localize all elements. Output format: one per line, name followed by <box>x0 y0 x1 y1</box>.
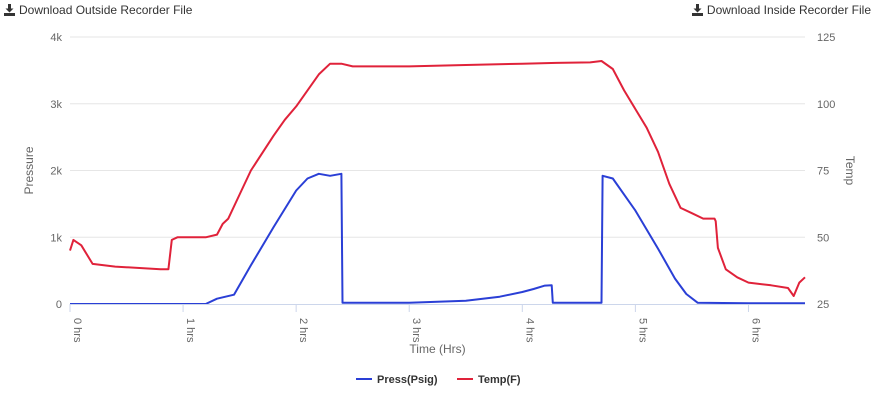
axes: 0 1k 2k 3k 4k 25 50 75 100 125 0 hrs 1 hrs 2 hrs 3 hr… <box>50 32 835 343</box>
x-tick-label: 5 hrs <box>636 318 648 343</box>
x-tick-label: 3 hrs <box>410 318 422 343</box>
x-tick-label: 1 hrs <box>184 318 196 343</box>
series-line-temperature <box>69 60 806 297</box>
download-inside-label[interactable]: Download Inside Recorder File <box>706 3 871 17</box>
x-tick-label: 4 hrs <box>523 318 535 343</box>
x-tick-label: 2 hrs <box>297 318 309 343</box>
y-left-tick-label: 2k <box>50 166 62 178</box>
y-right-tick-label: 25 <box>817 299 829 311</box>
download-icon <box>4 4 15 16</box>
legend-item-label[interactable]: Temp(F) <box>478 374 521 386</box>
x-tick-label: 0 hrs <box>71 318 83 343</box>
y-axis-left-title: Pressure <box>22 146 36 194</box>
legend-item-label[interactable]: Press(Psig) <box>377 374 438 386</box>
x-tick-label: 6 hrs <box>749 318 761 343</box>
legend: Press(Psig) Temp(F) <box>356 374 521 386</box>
download-outside-label[interactable]: Download Outside Recorder File <box>19 3 193 17</box>
y-left-tick-label: 4k <box>50 32 62 44</box>
gridlines <box>70 36 805 238</box>
download-inside-recorder-link[interactable]: Download Inside Recorder File <box>691 3 871 17</box>
download-outside-recorder-link[interactable]: Download Outside Recorder File <box>4 3 192 17</box>
y-left-tick-label: 1k <box>50 232 62 244</box>
download-icon <box>691 4 703 16</box>
y-axis-right-title: Temp <box>843 156 857 186</box>
series-line-pressure <box>70 172 805 305</box>
series-lines <box>69 60 806 305</box>
y-left-tick-label: 3k <box>50 99 62 111</box>
y-right-tick-label: 125 <box>817 32 835 44</box>
y-right-tick-label: 75 <box>817 166 829 178</box>
y-right-tick-label: 50 <box>817 232 829 244</box>
y-left-tick-label: 0 <box>56 299 62 311</box>
x-axis-title: Time (Hrs) <box>409 342 465 356</box>
y-right-tick-label: 100 <box>817 99 835 111</box>
